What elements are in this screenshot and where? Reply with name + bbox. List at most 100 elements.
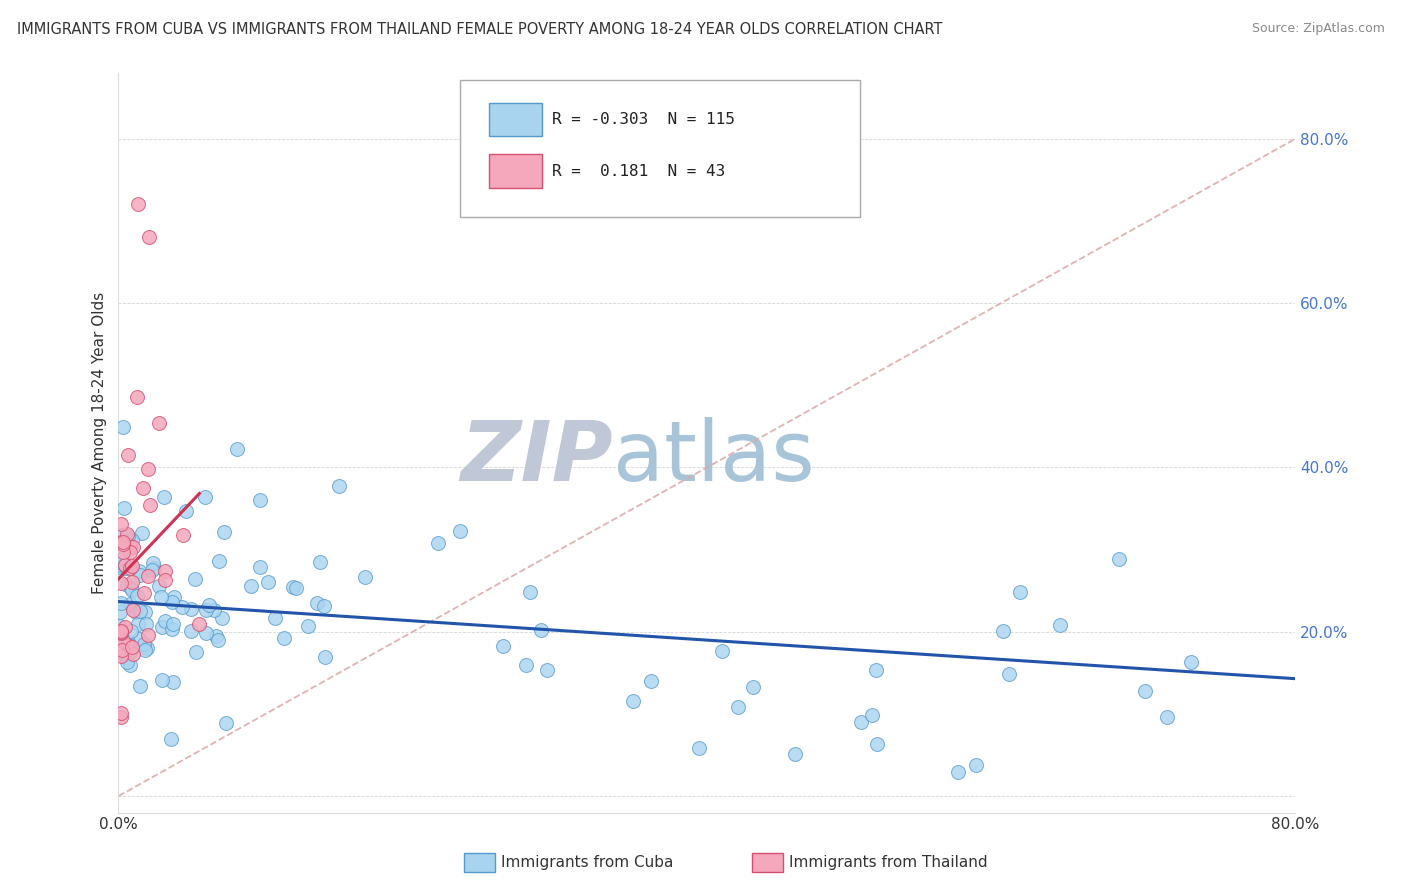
Point xyxy=(866,738,889,752)
Point xyxy=(114,651,136,665)
Point xyxy=(111,551,134,566)
Point xyxy=(160,623,183,637)
Point xyxy=(127,197,149,211)
Point xyxy=(120,597,142,611)
Point xyxy=(117,529,139,543)
Point xyxy=(640,673,662,688)
Point xyxy=(1008,585,1031,599)
Point xyxy=(127,616,149,631)
Point xyxy=(120,539,142,553)
Point xyxy=(134,643,156,657)
Point xyxy=(112,501,135,516)
Point xyxy=(117,634,139,648)
Point xyxy=(283,580,305,594)
Point xyxy=(128,632,150,646)
Point xyxy=(993,624,1015,638)
Point xyxy=(110,706,132,720)
Point xyxy=(142,556,165,570)
Point xyxy=(198,598,221,612)
Point xyxy=(865,663,887,677)
Point xyxy=(110,596,132,610)
Point xyxy=(111,536,134,550)
Point xyxy=(194,490,217,504)
Point xyxy=(492,640,515,654)
Point xyxy=(202,603,225,617)
Point xyxy=(965,757,987,772)
Point xyxy=(225,442,247,457)
Point xyxy=(946,765,969,780)
Point xyxy=(297,618,319,632)
Point xyxy=(135,616,157,631)
Point xyxy=(136,462,159,476)
Point xyxy=(138,230,160,244)
Point xyxy=(149,590,172,604)
Point xyxy=(143,561,166,575)
Point xyxy=(742,680,765,694)
Point xyxy=(207,632,229,647)
Point xyxy=(110,649,132,664)
Point xyxy=(121,533,143,547)
Point xyxy=(111,559,134,574)
Point xyxy=(112,534,135,549)
Point xyxy=(122,540,145,554)
Point xyxy=(134,605,156,619)
Point xyxy=(120,645,142,659)
Point xyxy=(114,558,136,572)
Point xyxy=(174,504,197,518)
Point xyxy=(115,526,138,541)
Point xyxy=(515,658,537,673)
Point xyxy=(284,581,307,595)
Point xyxy=(125,589,148,603)
Point xyxy=(354,570,377,584)
FancyBboxPatch shape xyxy=(489,103,543,136)
Point xyxy=(110,517,132,532)
Point xyxy=(312,599,335,613)
Point xyxy=(117,578,139,592)
Text: Immigrants from Cuba: Immigrants from Cuba xyxy=(501,855,673,870)
Point xyxy=(115,561,138,575)
Point xyxy=(129,568,152,582)
Point xyxy=(211,611,233,625)
Point xyxy=(108,605,131,619)
Point xyxy=(851,714,873,729)
Point xyxy=(263,611,285,625)
FancyBboxPatch shape xyxy=(489,154,543,187)
FancyBboxPatch shape xyxy=(460,80,860,217)
Point xyxy=(1049,618,1071,632)
Point xyxy=(536,663,558,677)
Point xyxy=(120,624,142,639)
Point xyxy=(519,585,541,599)
Point xyxy=(160,732,183,747)
Text: atlas: atlas xyxy=(613,417,814,498)
Point xyxy=(134,637,156,651)
Point xyxy=(110,528,132,542)
Point xyxy=(711,643,734,657)
Point xyxy=(184,645,207,659)
Point xyxy=(1156,709,1178,723)
Point xyxy=(426,536,449,550)
Point xyxy=(860,707,883,722)
Point xyxy=(136,568,159,582)
Point xyxy=(150,620,173,634)
Point xyxy=(162,617,184,632)
Point xyxy=(110,710,132,724)
Text: R =  0.181  N = 43: R = 0.181 N = 43 xyxy=(551,164,725,178)
Point xyxy=(163,591,186,605)
Text: ZIP: ZIP xyxy=(460,417,613,498)
Point xyxy=(120,545,142,559)
Point xyxy=(162,675,184,690)
Point xyxy=(180,624,202,638)
Point xyxy=(121,575,143,590)
Point xyxy=(118,561,141,575)
Point xyxy=(160,595,183,609)
Point xyxy=(138,498,160,512)
Point xyxy=(120,658,142,673)
Point xyxy=(309,555,332,569)
Point xyxy=(212,524,235,539)
Point xyxy=(111,545,134,559)
Point xyxy=(125,605,148,619)
Point xyxy=(153,574,176,588)
Point xyxy=(257,574,280,589)
Point xyxy=(131,481,153,495)
Point xyxy=(111,561,134,575)
